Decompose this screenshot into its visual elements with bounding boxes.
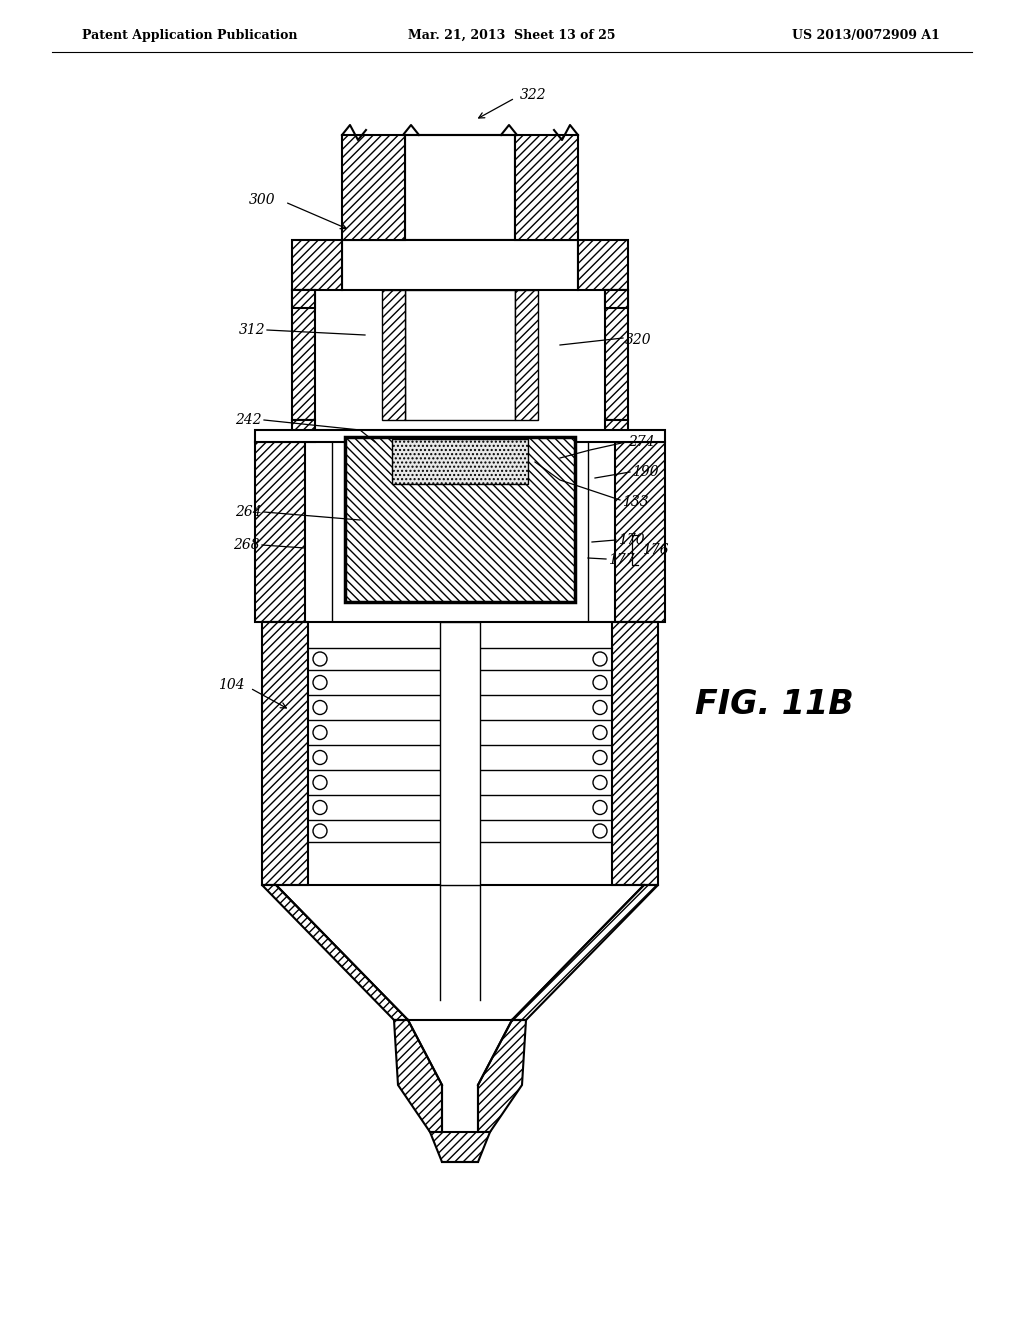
Polygon shape [394,1020,442,1133]
Text: 300: 300 [249,193,275,207]
Polygon shape [615,442,665,622]
Text: 133: 133 [622,495,648,510]
Polygon shape [515,135,578,240]
Bar [342,240,578,290]
Polygon shape [262,622,308,884]
Text: 176: 176 [642,543,669,557]
Polygon shape [612,622,658,884]
Polygon shape [262,884,408,1020]
Text: FIG. 11B: FIG. 11B [695,689,854,722]
Polygon shape [255,442,305,622]
Bar [440,622,480,884]
Text: Patent Application Publication: Patent Application Publication [82,29,298,41]
Polygon shape [515,290,538,420]
Text: 104: 104 [218,678,245,692]
Polygon shape [292,420,315,442]
Text: 274: 274 [628,436,654,449]
Polygon shape [382,290,406,420]
Text: Mar. 21, 2013  Sheet 13 of 25: Mar. 21, 2013 Sheet 13 of 25 [409,29,615,41]
Polygon shape [292,240,342,290]
Polygon shape [392,440,528,484]
Text: 268: 268 [233,539,260,552]
Polygon shape [430,1133,490,1162]
Bar [406,290,515,420]
Bar [406,135,515,240]
Bar [255,430,665,442]
Polygon shape [578,240,628,290]
Polygon shape [345,437,575,602]
Text: 264: 264 [236,506,262,519]
Text: 177: 177 [608,553,635,568]
Text: 170: 170 [618,533,645,546]
Text: 190: 190 [632,465,658,479]
Polygon shape [605,420,628,442]
Text: 322: 322 [520,88,547,102]
Text: 312: 312 [239,323,265,337]
Polygon shape [605,290,628,308]
Polygon shape [478,1020,526,1133]
Polygon shape [512,884,658,1020]
Polygon shape [292,290,315,308]
Polygon shape [342,135,406,240]
Text: US 2013/0072909 A1: US 2013/0072909 A1 [793,29,940,41]
Text: 320: 320 [625,333,651,347]
Polygon shape [292,290,315,420]
Text: 242: 242 [236,413,262,426]
Polygon shape [605,290,628,420]
